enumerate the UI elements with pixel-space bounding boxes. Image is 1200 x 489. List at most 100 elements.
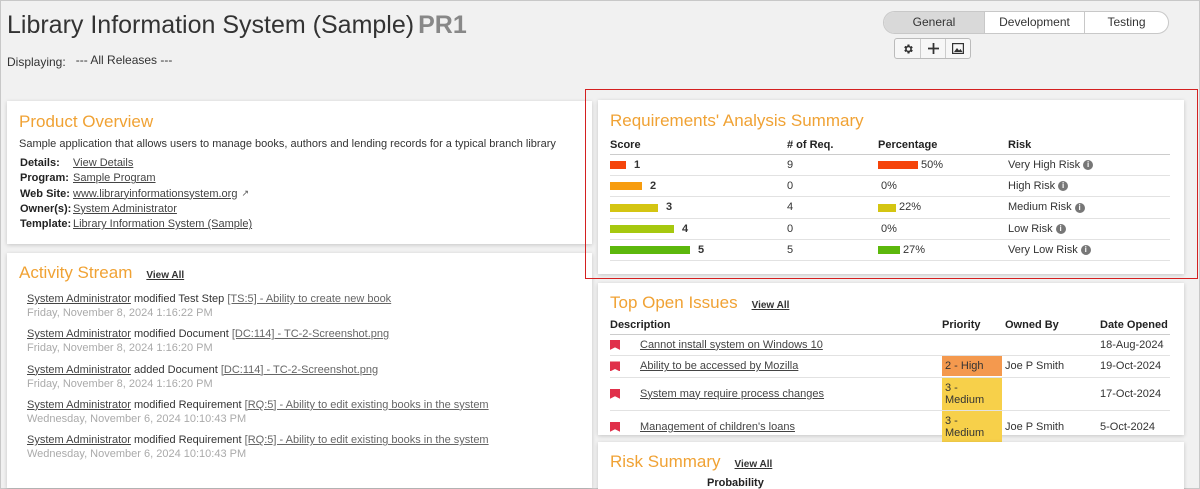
top-open-issues-panel: Top Open Issues View All Description Pri… — [598, 283, 1184, 444]
view-details-link[interactable]: View Details — [73, 157, 134, 169]
col-owned-by: Owned By — [1002, 316, 1100, 335]
issue-link[interactable]: Cannot install system on Windows 10 — [640, 338, 823, 351]
info-icon[interactable]: i — [1058, 181, 1069, 192]
program-link[interactable]: Sample Program — [73, 172, 156, 185]
activity-item: System Administrator modified Requiremen… — [27, 434, 489, 469]
info-icon[interactable]: i — [1083, 159, 1094, 170]
risk-view-all-link[interactable]: View All — [734, 459, 773, 470]
percentage-value: 27% — [903, 244, 926, 257]
flag-icon — [610, 388, 620, 399]
issue-date: 5-Oct-2024 — [1100, 410, 1170, 444]
activity-artifact-link[interactable]: [TS:5] - Ability to create new book — [227, 293, 392, 305]
req-count: 4 — [787, 196, 878, 219]
score-value: 2 — [650, 180, 657, 193]
activity-artifact-link[interactable]: [RQ:5] - Ability to edit existing books … — [244, 398, 489, 411]
external-link-icon[interactable]: ↗ — [241, 187, 249, 198]
issue-owner: Joe P Smith — [1002, 355, 1100, 378]
activity-date: Friday, November 8, 2024 1:16:20 PM — [27, 377, 213, 390]
info-icon[interactable]: i — [1080, 245, 1091, 256]
issue-link[interactable]: Management of children's loans — [640, 420, 795, 433]
displaying-label: Displaying: — [7, 55, 66, 69]
risk-label: Very High Risk — [1008, 158, 1081, 171]
dashboard-toolbar — [894, 38, 971, 59]
col-priority: Priority — [942, 316, 1002, 335]
col-date-opened: Date Opened — [1100, 316, 1170, 335]
req-count: 9 — [787, 154, 878, 176]
activity-date: Wednesday, November 6, 2024 10:10:43 PM — [27, 412, 247, 425]
owners-label: Owner(s): — [20, 202, 72, 215]
requirements-table: Score # of Req. Percentage Risk 1 9 50% Ver… — [610, 136, 1170, 262]
req-count: 0 — [787, 175, 878, 198]
release-filter[interactable]: Displaying: --- All Releases --- — [7, 53, 173, 69]
requirements-row: 3 4 22% Medium Risk i — [610, 196, 1170, 219]
activity-item: System Administrator modified Requiremen… — [27, 399, 489, 434]
release-value[interactable]: --- All Releases --- — [75, 53, 173, 67]
activity-user-link[interactable]: System Administrator — [27, 293, 131, 305]
activity-user-link[interactable]: System Administrator — [27, 434, 131, 447]
tab-general[interactable]: General — [884, 12, 984, 33]
project-id: PR1 — [418, 11, 467, 39]
website-label: Web Site: — [20, 187, 70, 200]
owner-link[interactable]: System Administrator — [73, 202, 177, 215]
activity-artifact-link[interactable]: [RQ:5] - Ability to edit existing books … — [244, 434, 489, 447]
activity-item: System Administrator modified Document [… — [27, 328, 489, 363]
project-name: Library Information System (Sample) — [7, 11, 415, 39]
issue-link[interactable]: System may require process changes — [640, 387, 825, 400]
template-link[interactable]: Library Information System (Sample) — [73, 218, 253, 231]
activity-action: modified Requirement — [130, 398, 245, 411]
issues-view-all-link[interactable]: View All — [751, 300, 790, 311]
priority-badge: 3 - Medium — [942, 410, 1002, 443]
activity-user-link[interactable]: System Administrator — [27, 363, 131, 376]
issue-date: 19-Oct-2024 — [1100, 355, 1170, 378]
activity-user-link[interactable]: System Administrator — [27, 398, 131, 411]
activity-item: System Administrator added Document [DC:… — [27, 364, 489, 399]
tab-testing[interactable]: Testing — [1084, 12, 1168, 33]
issue-date: 17-Oct-2024 — [1100, 377, 1170, 411]
risk-label: High Risk — [1008, 180, 1056, 193]
activity-stream-title: Activity Stream — [19, 263, 133, 282]
percentage-value: 22% — [899, 201, 922, 214]
activity-date: Wednesday, November 6, 2024 10:10:43 PM — [27, 448, 247, 461]
image-icon[interactable] — [945, 39, 970, 58]
activity-artifact-link[interactable]: [DC:114] - TC-2-Screenshot.png — [231, 328, 390, 341]
flag-icon — [610, 421, 620, 432]
dashboard-tabs: General Development Testing — [883, 11, 1169, 34]
gear-icon[interactable] — [895, 39, 920, 58]
percentage-value: 50% — [921, 158, 944, 171]
activity-user-link[interactable]: System Administrator — [27, 328, 131, 341]
activity-date: Friday, November 8, 2024 1:16:22 PM — [27, 307, 213, 319]
requirements-summary-title: Requirements' Analysis Summary — [610, 111, 864, 130]
requirements-row: 1 9 50% Very High Risk i — [610, 154, 1170, 176]
activity-artifact-link[interactable]: [DC:114] - TC-2-Screenshot.png — [220, 363, 379, 376]
percentage-value: 0% — [881, 180, 897, 193]
requirements-row: 2 0 0% High Risk i — [610, 175, 1170, 198]
priority-badge: 3 - Medium — [942, 377, 1002, 410]
info-icon[interactable]: i — [1055, 223, 1066, 234]
issue-link[interactable]: Ability to be accessed by Mozilla — [640, 360, 799, 373]
col-req-count: # of Req. — [787, 136, 878, 155]
score-bar — [610, 182, 642, 191]
percentage-bar — [878, 160, 918, 169]
col-description: Description — [610, 316, 942, 335]
score-bar — [610, 224, 674, 233]
percentage-bar — [878, 203, 896, 212]
req-count: 0 — [787, 218, 878, 241]
activity-stream-panel: Activity Stream View All System Administ… — [7, 253, 592, 488]
activity-view-all-link[interactable]: View All — [146, 270, 185, 281]
tab-development[interactable]: Development — [984, 12, 1084, 33]
score-bar — [610, 246, 690, 255]
website-link[interactable]: www.libraryinformationsystem.org — [73, 187, 238, 200]
page-title: Library Information System (Sample) PR1 — [7, 11, 467, 40]
issue-row: Ability to be accessed by Mozilla 2 - Hig… — [610, 355, 1170, 378]
top-open-issues-title: Top Open Issues — [610, 293, 738, 312]
product-overview-panel: Product Overview Sample application that… — [7, 101, 592, 244]
activity-list: System Administrator modified Test Step … — [27, 293, 489, 469]
plus-icon[interactable] — [920, 39, 945, 58]
score-value: 3 — [666, 201, 673, 214]
probability-label: Probability — [707, 477, 764, 489]
requirements-row: 5 5 27% Very Low Risk i — [610, 239, 1170, 262]
percentage-bar — [878, 246, 900, 255]
priority-badge — [942, 341, 1002, 349]
info-icon[interactable]: i — [1074, 202, 1085, 213]
score-value: 1 — [634, 158, 641, 171]
